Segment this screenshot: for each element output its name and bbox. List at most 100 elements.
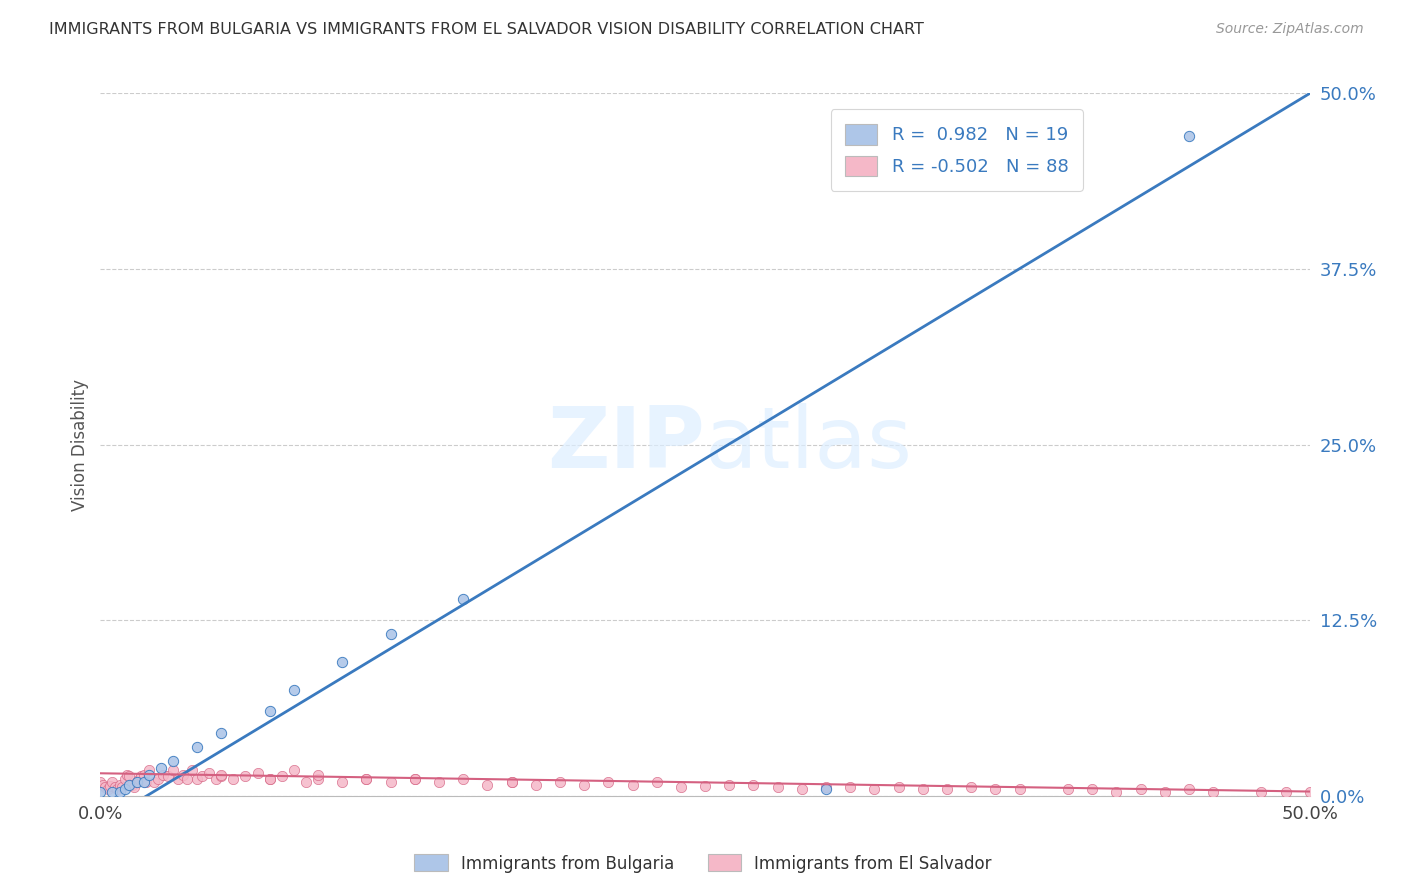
Point <box>114 781 136 796</box>
Point <box>451 772 474 786</box>
Legend: R =  0.982   N = 19, R = -0.502   N = 88: R = 0.982 N = 19, R = -0.502 N = 88 <box>831 110 1083 191</box>
Point <box>259 772 281 786</box>
Text: ZIP: ZIP <box>547 403 704 486</box>
Point <box>114 772 136 786</box>
Point <box>157 769 180 783</box>
Point <box>766 780 789 795</box>
Point <box>887 780 910 795</box>
Point <box>693 779 716 793</box>
Point <box>669 780 692 795</box>
Point <box>97 781 120 796</box>
Legend: Immigrants from Bulgaria, Immigrants from El Salvador: Immigrants from Bulgaria, Immigrants fro… <box>408 847 998 880</box>
Point <box>524 778 547 792</box>
Point <box>128 772 150 786</box>
Point <box>191 769 214 783</box>
Point <box>1178 128 1201 143</box>
Point <box>404 772 426 786</box>
Point <box>501 774 523 789</box>
Point <box>138 764 160 778</box>
Point <box>960 780 983 795</box>
Point <box>307 767 329 781</box>
Point <box>270 769 292 783</box>
Point <box>209 767 232 781</box>
Point <box>863 781 886 796</box>
Point <box>598 774 620 789</box>
Point <box>176 772 198 786</box>
Point <box>427 774 450 789</box>
Point <box>572 778 595 792</box>
Point <box>91 778 114 792</box>
Point <box>101 774 124 789</box>
Point <box>330 655 353 669</box>
Point <box>205 772 228 786</box>
Point <box>477 778 499 792</box>
Point <box>1105 784 1128 798</box>
Point <box>451 592 474 607</box>
Point <box>125 774 148 789</box>
Point <box>984 781 1007 796</box>
Point <box>104 780 127 795</box>
Point <box>132 767 155 781</box>
Point <box>1153 784 1175 798</box>
Point <box>295 774 318 789</box>
Point <box>108 784 131 798</box>
Point <box>1057 781 1080 796</box>
Point <box>148 772 170 786</box>
Point <box>1081 781 1104 796</box>
Point <box>936 781 959 796</box>
Point <box>1129 781 1152 796</box>
Point <box>356 772 378 786</box>
Point <box>283 683 305 698</box>
Point <box>621 778 644 792</box>
Point <box>98 779 121 793</box>
Point <box>162 764 184 778</box>
Point <box>1202 784 1225 798</box>
Point <box>118 769 141 783</box>
Point <box>259 772 281 786</box>
Point <box>118 778 141 792</box>
Point <box>548 774 571 789</box>
Point <box>198 766 221 780</box>
Point <box>138 767 160 781</box>
Point <box>911 781 934 796</box>
Point <box>1299 784 1322 798</box>
Text: IMMIGRANTS FROM BULGARIA VS IMMIGRANTS FROM EL SALVADOR VISION DISABILITY CORREL: IMMIGRANTS FROM BULGARIA VS IMMIGRANTS F… <box>49 22 924 37</box>
Point <box>839 780 862 795</box>
Point <box>1178 781 1201 796</box>
Point <box>181 764 204 778</box>
Point <box>172 767 194 781</box>
Point <box>89 784 111 798</box>
Point <box>356 772 378 786</box>
Point <box>135 774 157 789</box>
Point <box>209 725 232 739</box>
Y-axis label: Vision Disability: Vision Disability <box>72 378 89 510</box>
Point <box>815 781 838 796</box>
Point <box>815 780 838 795</box>
Point <box>115 767 138 781</box>
Point <box>162 754 184 768</box>
Point <box>283 764 305 778</box>
Point <box>121 778 143 792</box>
Point <box>94 780 117 795</box>
Point <box>1008 781 1031 796</box>
Point <box>132 774 155 789</box>
Text: atlas: atlas <box>704 403 912 486</box>
Point <box>142 774 165 789</box>
Point <box>89 774 111 789</box>
Point <box>645 774 668 789</box>
Point <box>111 780 134 795</box>
Point <box>131 769 153 783</box>
Point <box>1250 784 1272 798</box>
Text: Source: ZipAtlas.com: Source: ZipAtlas.com <box>1216 22 1364 37</box>
Point <box>152 767 174 781</box>
Point <box>380 774 402 789</box>
Point <box>259 705 281 719</box>
Point <box>330 774 353 789</box>
Point <box>108 778 131 792</box>
Point <box>307 772 329 786</box>
Point <box>101 784 124 798</box>
Point <box>186 772 208 786</box>
Point <box>404 772 426 786</box>
Point <box>246 766 269 780</box>
Point <box>105 781 128 796</box>
